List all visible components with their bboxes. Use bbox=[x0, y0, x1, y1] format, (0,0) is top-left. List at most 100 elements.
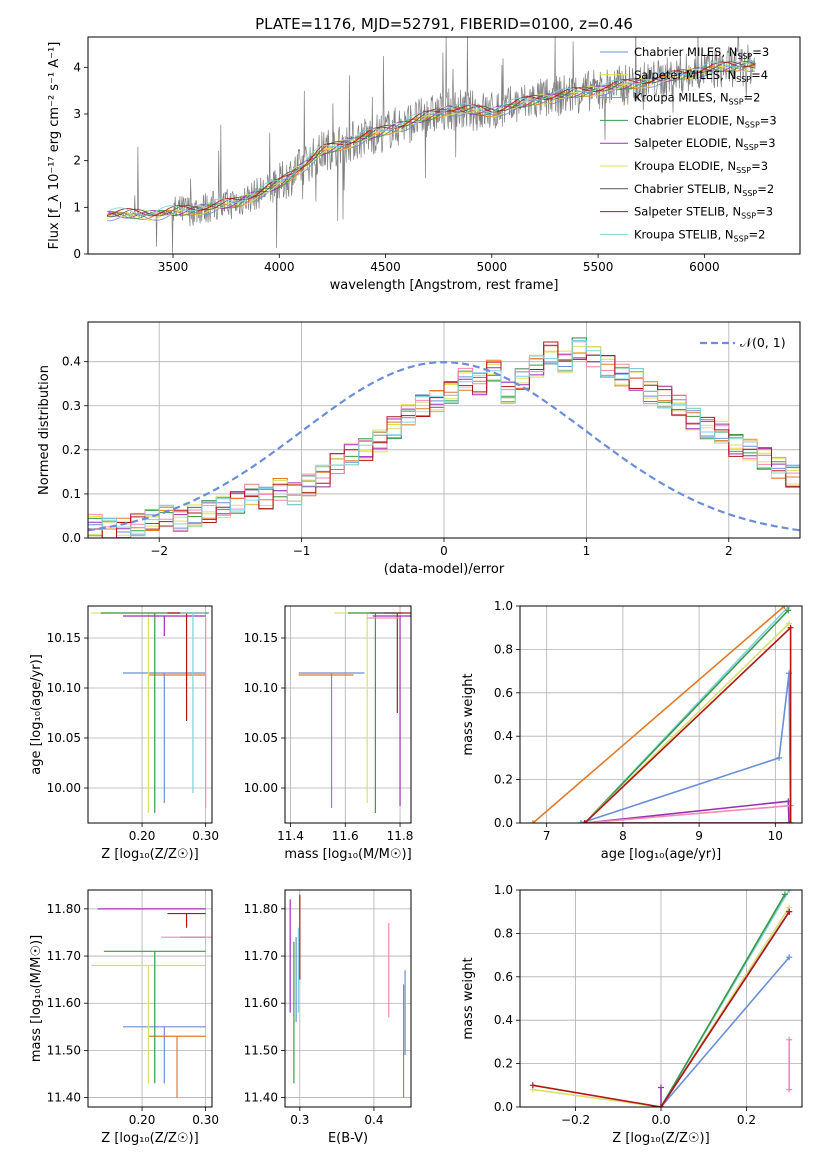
panel-weight-vs-age: 7 8 9 10 0.0 0.2 0.4 0.6 0.8 1.0 age [log₁₀(age/yr… bbox=[461, 599, 803, 862]
tick-label-x: 6000 bbox=[689, 260, 720, 274]
legend-count: =2 bbox=[749, 227, 766, 241]
weight-line-1 bbox=[660, 956, 790, 1107]
weight-line-0 bbox=[532, 606, 786, 823]
panel-age-vs-mass: 11.4 11.6 11.8 10.00 10.05 10.10 10.15 mass [lo… bbox=[244, 605, 414, 862]
weight-line-7 bbox=[584, 625, 792, 823]
tick-label-x: 0.0 bbox=[651, 1113, 670, 1127]
tick-label-y: 0.0 bbox=[494, 816, 513, 830]
tick-label-y: 1 bbox=[73, 200, 81, 214]
legend-count: =3 bbox=[751, 159, 768, 173]
axes-frame bbox=[284, 605, 412, 824]
histogram-series-2 bbox=[88, 345, 800, 537]
weight-marker bbox=[786, 1036, 793, 1043]
legend-label-normal: 𝒩(0, 1) bbox=[740, 335, 786, 350]
tick-label-x: −1 bbox=[293, 544, 311, 558]
tick-label-x: 11.6 bbox=[332, 829, 359, 843]
tick-label-x: 0 bbox=[440, 544, 448, 558]
tick-label-y: 0.2 bbox=[494, 773, 513, 787]
legend-count: =3 bbox=[756, 205, 773, 219]
legend-subscript: SSP bbox=[745, 120, 760, 129]
legend-count: =3 bbox=[759, 136, 776, 150]
tick-label-y: 11.80 bbox=[47, 902, 81, 916]
tick-label-x: 11.8 bbox=[387, 829, 414, 843]
tick-label-y: 11.70 bbox=[47, 949, 81, 963]
weight-marker bbox=[787, 820, 794, 823]
tick-label-y: 11.80 bbox=[244, 902, 278, 916]
axis-label-x: E(B-V) bbox=[328, 1131, 368, 1146]
axis-label-x: (data-model)/error bbox=[384, 562, 505, 577]
axis-label-y: age [log₁₀(age/yr)] bbox=[29, 654, 44, 775]
tick-label-y: 0.8 bbox=[494, 926, 513, 940]
weight-marker bbox=[786, 606, 793, 609]
axis-label-y: Normed distribution bbox=[37, 365, 52, 495]
plot-area bbox=[529, 606, 794, 823]
errorbar-point-2 bbox=[91, 964, 206, 1084]
weight-line-3 bbox=[660, 893, 786, 1107]
tick-label-x: 0.4 bbox=[364, 1113, 383, 1127]
legend-label-6: Chabrier STELIB, NSSP=2 bbox=[634, 182, 774, 198]
legend-subscript: SSP bbox=[736, 75, 751, 84]
plot-area bbox=[88, 337, 800, 538]
legend-label-5: Kroupa ELODIE, NSSP=3 bbox=[634, 159, 768, 175]
tick-label-y: 11.70 bbox=[244, 949, 278, 963]
tick-label-y: 1.0 bbox=[494, 883, 513, 897]
plot-area bbox=[298, 612, 411, 813]
errorbar-point-0 bbox=[122, 1026, 206, 1084]
axis-label-y: mass weight bbox=[461, 673, 476, 755]
tick-label-x: 5000 bbox=[477, 260, 508, 274]
legend-subscript: SSP bbox=[742, 189, 757, 198]
legend-subscript: SSP bbox=[736, 166, 751, 175]
errorbar-point-1 bbox=[148, 1035, 206, 1098]
tick-label-y: 0.1 bbox=[62, 487, 81, 501]
errorbar-point-5 bbox=[167, 912, 206, 928]
legend-count: =3 bbox=[760, 113, 777, 127]
panel-age-vs-Z: 0.20 0.30 10.00 10.05 10.10 10.15 Z [log₁₀(Z/Z… bbox=[29, 605, 219, 862]
model-line-6 bbox=[107, 61, 755, 218]
tick-label-y: 10.00 bbox=[244, 781, 278, 795]
legend-label-8: Kroupa STELIB, NSSP=2 bbox=[634, 227, 765, 243]
weight-marker bbox=[529, 820, 536, 823]
tick-label-y: 10.00 bbox=[47, 781, 81, 795]
legend-label-1: Salpeter MILES, NSSP=4 bbox=[634, 68, 768, 84]
panel-weight-vs-Z: −0.2 0.0 0.2 0.0 0.2 0.4 0.6 0.8 1.0 Z [log₁₀(Z/Z… bbox=[461, 883, 803, 1146]
plot-area bbox=[106, 37, 756, 254]
axis-label-x: Z [log₁₀(Z/Z☉)] bbox=[101, 1131, 198, 1146]
tick-label-y: 0.4 bbox=[494, 729, 513, 743]
tick-label-y: 11.50 bbox=[244, 1043, 278, 1057]
tick-label-y: 0.0 bbox=[62, 531, 81, 545]
errorbar-point-2 bbox=[91, 612, 206, 813]
plot-area bbox=[289, 894, 406, 1098]
tick-label-x: −0.2 bbox=[561, 1113, 590, 1127]
weight-marker bbox=[658, 1084, 664, 1091]
legend-count: =4 bbox=[751, 68, 768, 82]
tick-label-y: 0.4 bbox=[62, 355, 81, 369]
histogram-series-8 bbox=[88, 340, 800, 537]
histogram-series-6 bbox=[88, 341, 800, 538]
weight-marker bbox=[786, 954, 793, 961]
histogram-series-7 bbox=[88, 341, 800, 538]
model-line-5 bbox=[106, 61, 756, 218]
legend-label-7: Salpeter STELIB, NSSP=3 bbox=[634, 205, 773, 221]
tick-label-x: 0.30 bbox=[192, 829, 219, 843]
axes-frame bbox=[519, 605, 803, 824]
panel-residuals: −2 −1 0 1 2 0.0 0.1 0.2 0.3 0.4 (data-model)/error… bbox=[37, 321, 801, 577]
errorbar-point-0 bbox=[298, 672, 365, 808]
tick-label-x: 0.20 bbox=[129, 829, 156, 843]
weight-marker bbox=[786, 620, 793, 627]
weight-marker bbox=[781, 606, 788, 609]
legend-label-3: Chabrier ELODIE, NSSP=3 bbox=[634, 113, 777, 129]
tick-label-y: 11.60 bbox=[244, 996, 278, 1010]
tick-label-y: 1.0 bbox=[494, 599, 513, 613]
tick-label-x: 7 bbox=[543, 829, 551, 843]
tick-label-x: 3500 bbox=[158, 260, 189, 274]
weight-line-3 bbox=[584, 609, 789, 823]
errorbar-point-3 bbox=[103, 950, 206, 1084]
axes-frame bbox=[87, 36, 801, 255]
tick-label-x: 11.4 bbox=[277, 829, 304, 843]
tick-label-y: 0.4 bbox=[494, 1013, 513, 1027]
tick-label-y: 0.6 bbox=[494, 686, 513, 700]
histogram-series-5 bbox=[88, 345, 800, 535]
legend-label-4: Salpeter ELODIE, NSSP=3 bbox=[634, 136, 776, 152]
tick-label-x: 0.2 bbox=[737, 1113, 756, 1127]
errorbar-point-5 bbox=[167, 612, 206, 721]
